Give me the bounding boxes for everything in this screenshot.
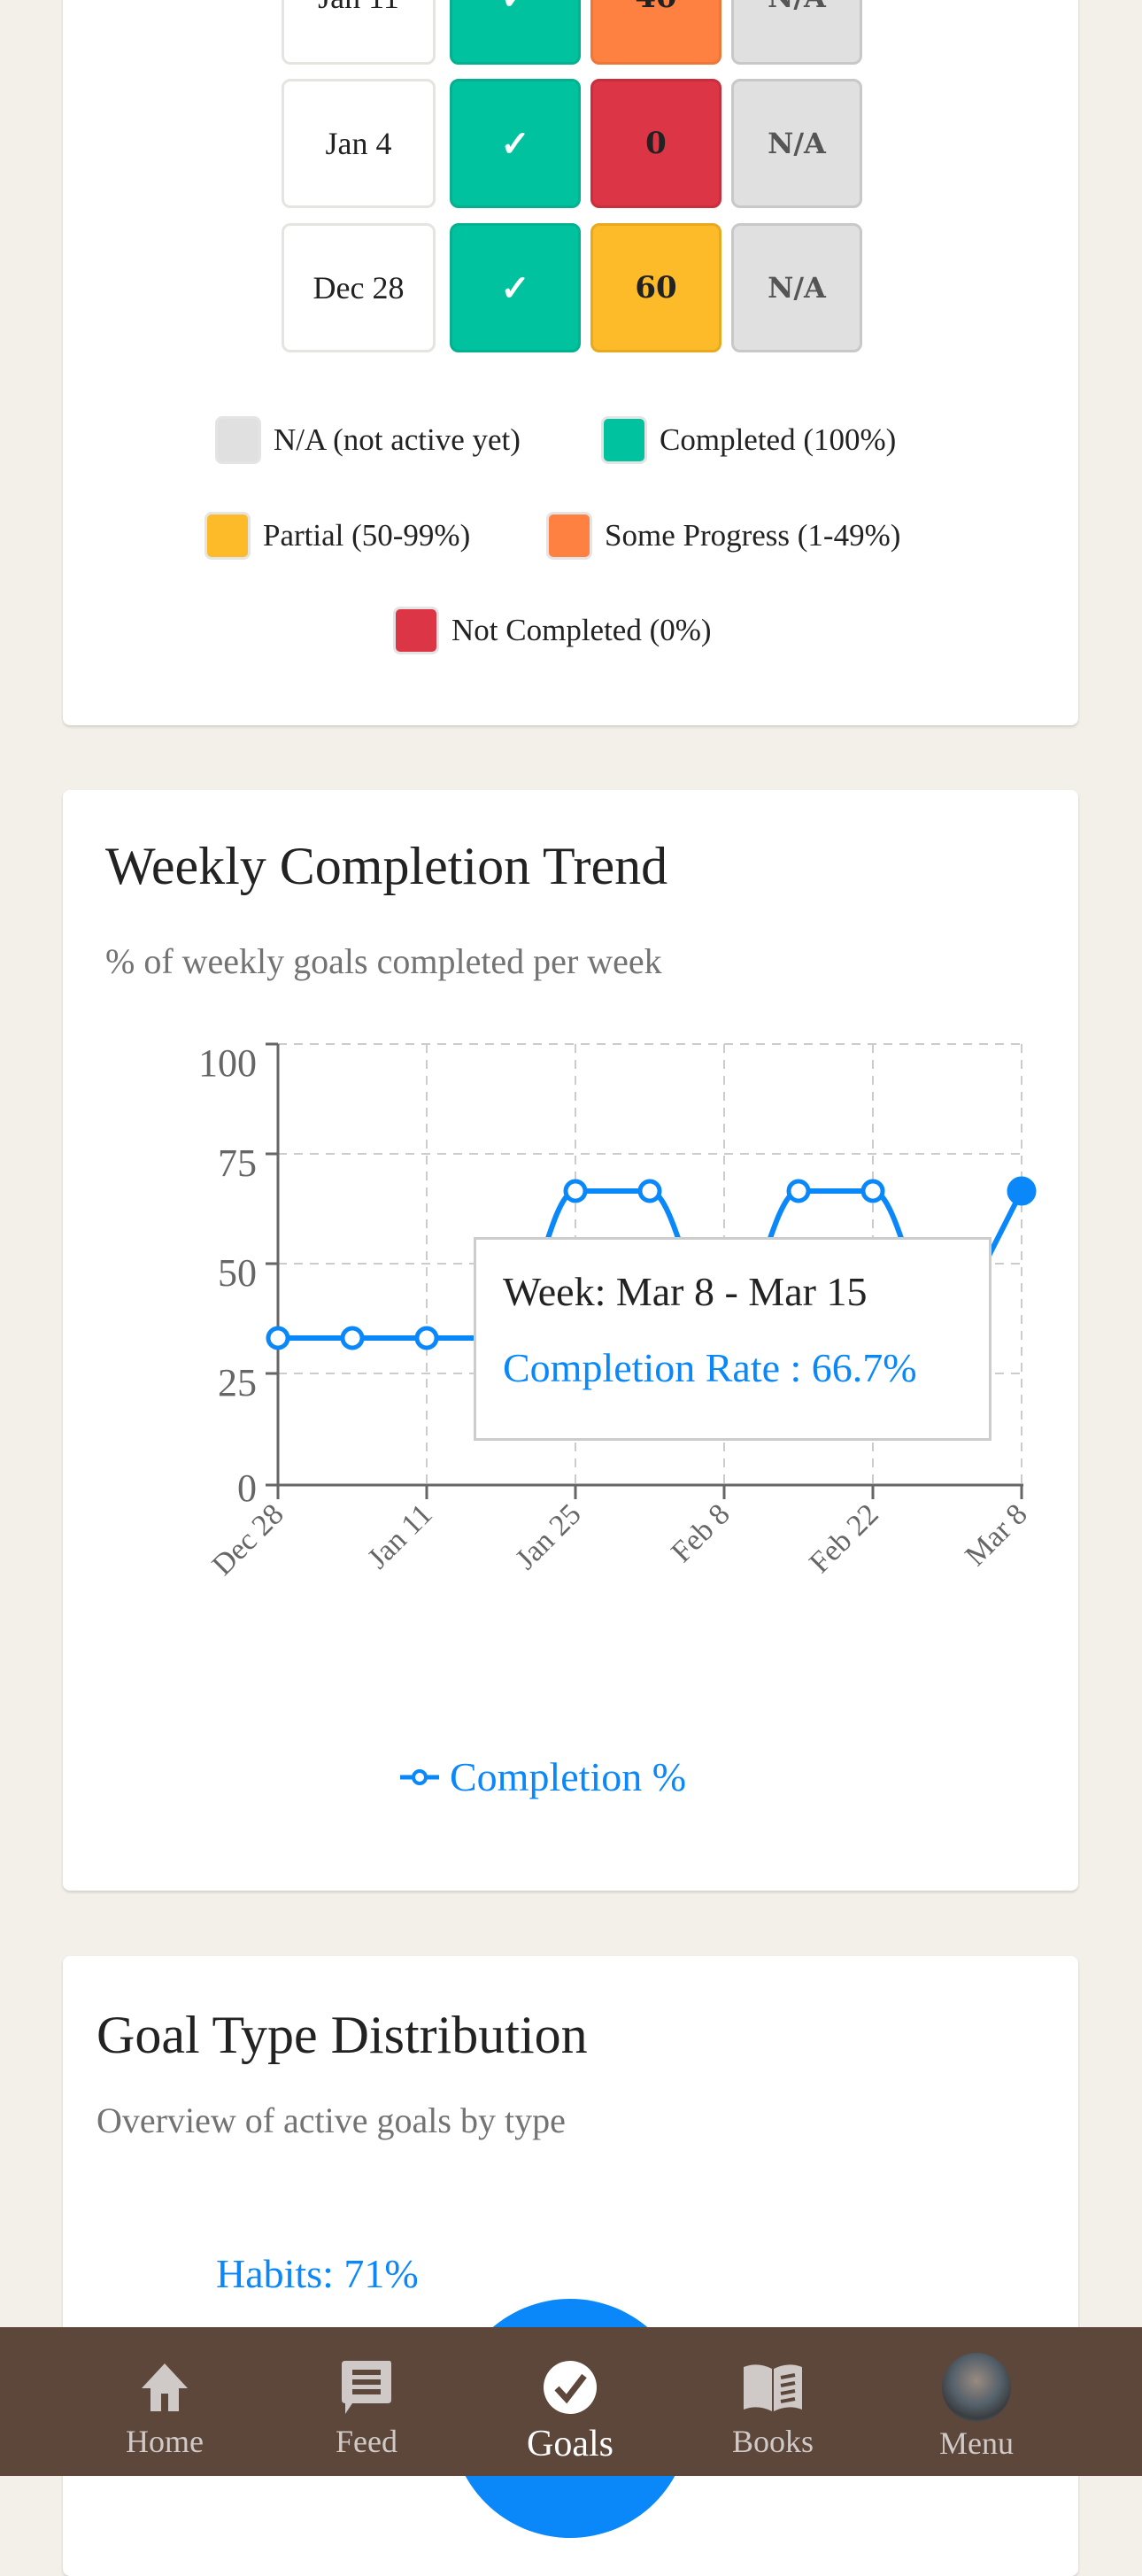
legend-not-completed: Not Completed (0%): [393, 607, 712, 654]
goal-cell-completed[interactable]: ✓: [450, 79, 581, 208]
goal-history-card: Jan 11 ✓ 40 N/A Jan 4 ✓ 0 N/A Dec 28 ✓ 6…: [63, 0, 1078, 725]
chart-legend[interactable]: Completion %: [400, 1753, 686, 1800]
legend-completed: Completed (100%): [601, 416, 896, 464]
avatar: [942, 2352, 1011, 2423]
y-tick: 100: [198, 1041, 257, 1085]
legend-label: Not Completed (0%): [451, 613, 712, 647]
y-tick: 25: [218, 1361, 257, 1404]
line-marker-icon: [400, 1768, 439, 1785]
nav-books[interactable]: Books: [706, 2327, 839, 2476]
legend-swatch-completed: [601, 416, 647, 464]
card-subtitle: Overview of active goals by type: [96, 2100, 566, 2140]
tooltip-rate: Completion Rate : 66.7%: [503, 1345, 917, 1390]
x-tick: Feb 8: [665, 1497, 736, 1568]
week-date-cell: Dec 28: [282, 223, 436, 352]
nav-home[interactable]: Home: [98, 2327, 231, 2476]
legend-label: Partial (50-99%): [263, 518, 471, 553]
legend-swatch-partial: [204, 512, 251, 560]
goal-cell-na: N/A: [731, 79, 862, 208]
y-tick: 50: [218, 1251, 257, 1295]
completion-line-chart[interactable]: 100 75 50 25 0 Dec 28 Jan 11 Jan 25 Feb …: [0, 0, 1142, 1860]
pie-label-habits: Habits: 71%: [216, 2251, 419, 2296]
y-tick: 0: [237, 1466, 257, 1510]
x-tick-labels: Dec 28 Jan 11 Jan 25 Feb 8 Feb 22 Mar 8: [206, 1497, 1034, 1582]
nav-label: Goals: [527, 2424, 613, 2464]
legend-label: Completed (100%): [660, 422, 897, 457]
goal-cell-na: N/A: [731, 223, 862, 352]
nav-label: Home: [126, 2424, 204, 2459]
goal-cell-partial[interactable]: 60: [590, 223, 721, 352]
home-icon: [138, 2359, 191, 2416]
legend-swatch-na: [215, 416, 261, 464]
legend-some-progress: Some Progress (1-49%): [546, 512, 900, 560]
week-date-cell: Jan 4: [282, 79, 436, 208]
card-title: Weekly Completion Trend: [105, 837, 668, 895]
legend-swatch-some-progress: [546, 512, 592, 560]
book-icon: [742, 2359, 804, 2416]
y-tick-labels: 100 75 50 25 0: [198, 1041, 257, 1510]
legend-label: N/A (not active yet): [274, 422, 521, 457]
x-tick: Jan 25: [509, 1497, 587, 1575]
x-tick: Feb 22: [803, 1497, 884, 1579]
goal-cell-completed[interactable]: ✓: [450, 0, 581, 65]
x-tick: Mar 8: [959, 1497, 1033, 1572]
legend-na: N/A (not active yet): [215, 416, 521, 464]
tooltip-week: Week: Mar 8 - Mar 15: [503, 1269, 868, 1314]
legend-swatch-not-completed: [393, 607, 439, 654]
goal-type-distribution-card: Goal Type Distribution Overview of activ…: [63, 1956, 1078, 2576]
goal-cell-completed[interactable]: ✓: [450, 223, 581, 352]
goal-cell-na: N/A: [731, 0, 862, 65]
legend-label: Some Progress (1-49%): [605, 518, 901, 553]
nav-label: Books: [731, 2424, 814, 2459]
goals-check-icon: [543, 2359, 598, 2416]
week-date-cell: Jan 11: [282, 0, 436, 65]
y-tick: 75: [218, 1141, 257, 1185]
feed-icon: [340, 2359, 393, 2416]
card-subtitle: % of weekly goals completed per week: [105, 941, 662, 981]
x-tick: Dec 28: [206, 1497, 290, 1582]
goal-cell-some-progress[interactable]: 40: [590, 0, 721, 65]
profile-avatar-image: [942, 2353, 1011, 2422]
chart-legend-label: Completion %: [450, 1754, 687, 1799]
card-title: Goal Type Distribution: [96, 2006, 588, 2064]
legend-partial: Partial (50-99%): [204, 512, 470, 560]
x-tick: Jan 11: [361, 1497, 438, 1574]
nav-feed[interactable]: Feed: [300, 2327, 433, 2476]
nav-menu[interactable]: Menu: [910, 2327, 1043, 2476]
nav-label: Feed: [336, 2424, 397, 2459]
bottom-nav: Home Feed Goals Books Menu: [0, 2327, 1142, 2476]
chart-tooltip: Week: Mar 8 - Mar 15 Completion Rate : 6…: [474, 1237, 992, 1441]
goal-cell-not-completed[interactable]: 0: [590, 79, 721, 208]
axes: [266, 1042, 1023, 1499]
nav-goals[interactable]: Goals: [504, 2327, 637, 2476]
nav-label: Menu: [939, 2425, 1014, 2461]
